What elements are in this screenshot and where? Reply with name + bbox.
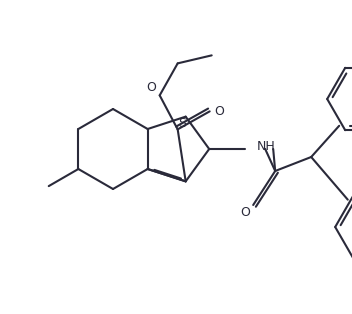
- Text: S: S: [178, 117, 186, 130]
- Text: NH: NH: [257, 140, 276, 154]
- Text: O: O: [240, 207, 250, 219]
- Text: O: O: [215, 105, 225, 118]
- Text: O: O: [147, 81, 157, 94]
